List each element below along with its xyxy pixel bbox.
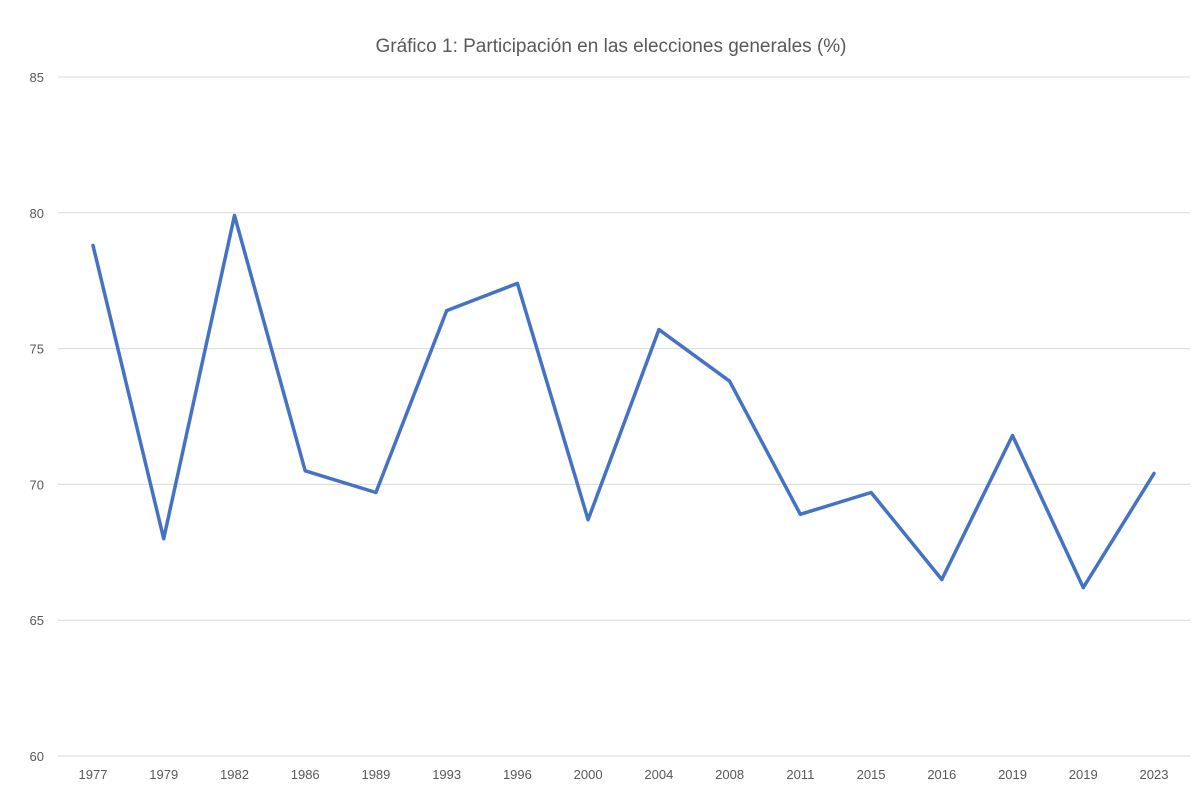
x-tick-label: 1989: [361, 767, 390, 782]
series-line-0: [91, 213, 1156, 590]
data-point: [1011, 434, 1015, 438]
y-tick-label: 65: [30, 613, 44, 628]
x-tick-label: 2019: [1069, 767, 1098, 782]
y-tick-label: 60: [30, 749, 44, 764]
y-tick-label: 80: [30, 206, 44, 221]
x-tick-label: 1977: [79, 767, 108, 782]
gridlines: [58, 76, 1190, 757]
x-tick-label: 2000: [574, 767, 603, 782]
y-tick-label: 85: [30, 70, 44, 85]
data-point: [586, 518, 590, 522]
x-tick-label: 2023: [1140, 767, 1169, 782]
x-tick-label: 2016: [927, 767, 956, 782]
data-point: [374, 491, 378, 495]
x-tick-label: 1979: [149, 767, 178, 782]
data-point: [728, 379, 732, 383]
y-axis-tick-labels: 60 65 70 75 80 85: [30, 70, 44, 764]
x-tick-label: 1996: [503, 767, 532, 782]
series-layer: [91, 213, 1156, 590]
chart-title: Gráfico 1: Participación en las eleccion…: [375, 36, 846, 57]
x-tick-label: 1986: [291, 767, 320, 782]
y-tick-label: 70: [30, 477, 44, 492]
data-point: [303, 469, 307, 473]
data-point: [869, 491, 873, 495]
y-tick-label: 75: [30, 342, 44, 357]
x-tick-label: 2019: [998, 767, 1027, 782]
data-point: [1081, 586, 1085, 590]
x-tick-label: 1982: [220, 767, 249, 782]
data-point: [515, 281, 519, 285]
data-point: [940, 577, 944, 581]
x-axis-tick-labels: 1977 1979 1982 1986 1989 1993 1996 2000 2004 2008…: [79, 767, 1169, 782]
data-point: [91, 243, 95, 247]
data-point: [1152, 472, 1156, 476]
data-point: [162, 537, 166, 541]
data-point: [445, 309, 449, 313]
data-point: [798, 512, 802, 516]
data-point: [657, 328, 661, 332]
x-tick-label: 2015: [857, 767, 886, 782]
x-tick-label: 2011: [786, 767, 814, 782]
x-tick-label: 1993: [432, 767, 461, 782]
data-point: [232, 214, 236, 218]
x-tick-label: 2004: [644, 767, 673, 782]
x-tick-label: 2008: [715, 767, 744, 782]
